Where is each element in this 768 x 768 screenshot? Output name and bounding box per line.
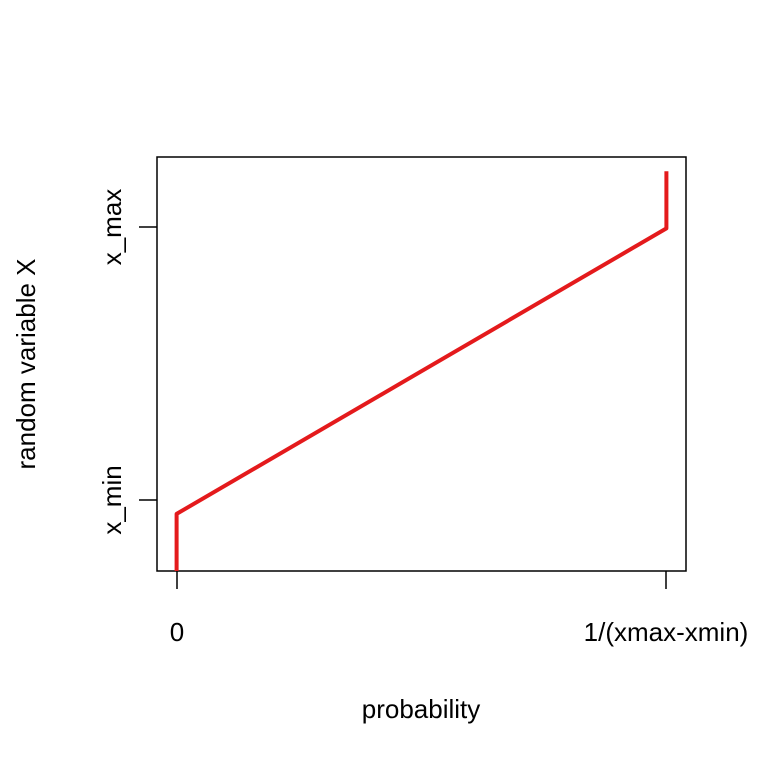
x-axis: 0 1/(xmax-xmin): [170, 571, 749, 647]
plot-frame: [156, 156, 687, 572]
y-tick-label-max: x_max: [97, 189, 127, 266]
x-tick-label-0: 0: [170, 617, 184, 647]
y-axis: x_min x_max: [97, 189, 157, 535]
y-tick-label-min: x_min: [97, 465, 127, 534]
x-axis-title: probability: [362, 694, 481, 724]
x-tick-label-1: 1/(xmax-xmin): [584, 617, 749, 647]
y-axis-title: random variable X: [11, 259, 41, 470]
series-line-0: [174, 171, 669, 571]
series-layer: [174, 171, 669, 571]
